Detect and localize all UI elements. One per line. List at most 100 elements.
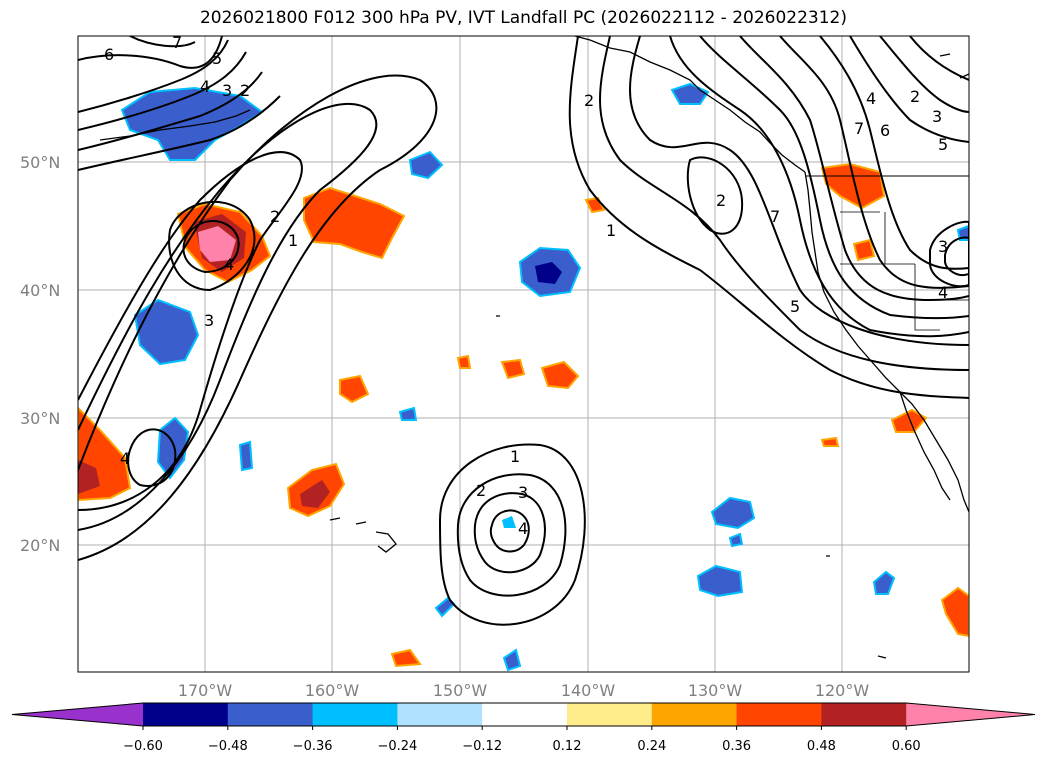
neg-patch-south-b	[696, 564, 744, 598]
colorbar-segment	[821, 703, 907, 726]
contour-label: 3	[204, 311, 214, 330]
contour-label: 5	[938, 135, 948, 154]
colorbar-segment	[312, 703, 398, 726]
colorbar-tick-label: −0.24	[377, 739, 417, 754]
neg-patch-south-f	[728, 532, 744, 548]
baja-peninsula	[899, 391, 951, 501]
contour-label: 6	[104, 45, 114, 64]
coastlines	[99, 36, 969, 659]
contour-nw-6	[129, 36, 196, 48]
contour-label: 2	[716, 191, 726, 210]
contour-label: 2	[584, 91, 594, 110]
contour-label: 1	[288, 231, 298, 250]
colorbar-tick-label: −0.60	[123, 739, 163, 754]
colorbar-tick-label: 0.36	[722, 739, 751, 754]
pos-max-west-high	[198, 226, 236, 262]
contour-east-4	[686, 156, 744, 235]
lon-label: 120°W	[815, 681, 870, 700]
pos-patch-nv	[852, 238, 876, 262]
contour-center-2	[456, 473, 567, 597]
contour-nw-3	[78, 51, 247, 131]
colorbar-segment	[651, 703, 738, 726]
colorbar: −0.60 −0.48 −0.36 −0.24 −0.12 0.12 0.24 0.36 0.4…	[11, 702, 1036, 754]
contour-label: 2	[476, 481, 486, 500]
neg-patch-south-a	[710, 496, 756, 530]
map-frame-bg	[78, 36, 969, 672]
colorbar-tick-label: 0.24	[637, 739, 666, 754]
contour-labels: 6 7 5 4 3 2 2 1 4 3 4 2 1 2 7 4 2 3 6 7 …	[104, 33, 948, 538]
contour-west-3	[78, 151, 303, 511]
pos-patch-center-b	[339, 374, 370, 404]
contour-nw-5	[78, 36, 223, 69]
contour-west-6	[127, 428, 177, 487]
contour-east-10	[849, 36, 969, 143]
contour-nw-4	[78, 39, 229, 113]
neg-patch-south-e	[502, 648, 522, 672]
pos-core-west-low	[78, 460, 100, 494]
neg-core-east-a	[535, 262, 562, 284]
contour-west-2	[78, 102, 378, 531]
contour-label: 4	[518, 519, 528, 538]
ivt-contours	[78, 36, 969, 626]
contour-label: 2	[270, 207, 280, 226]
pos-patch-baja	[890, 408, 928, 433]
colorbar-segment	[567, 703, 653, 726]
colorbar-tick-label: −0.12	[462, 739, 502, 754]
lon-label: 150°W	[433, 681, 488, 700]
map-title: 2026021800 F012 300 hPa PV, IVT Landfall…	[199, 8, 847, 28]
us-west-coast	[804, 171, 969, 513]
lon-label: 130°W	[688, 681, 743, 700]
pos-patch-center-e	[456, 354, 472, 369]
contour-east-3	[629, 36, 969, 346]
colorbar-tick-label: 0.12	[553, 739, 582, 754]
colorbar-segment	[482, 703, 568, 726]
lon-label: 160°W	[305, 681, 360, 700]
contour-label: 3	[518, 483, 528, 502]
longitude-labels: 170°W 160°W 150°W 140°W 130°W 120°W	[178, 681, 870, 700]
lon-label: 140°W	[561, 681, 616, 700]
pos-core-center-a	[300, 480, 330, 508]
contour-nw-2	[78, 71, 263, 151]
contour-label: 2	[910, 87, 920, 106]
contour-label: 4	[120, 449, 130, 468]
pos-patch-south-a	[390, 648, 422, 668]
contour-label: 1	[510, 447, 520, 466]
contour-east-1	[568, 36, 969, 399]
pos-patch-small-a	[820, 436, 840, 447]
contour-center-1	[438, 443, 586, 626]
contour-center-3	[473, 492, 546, 574]
contour-east-8	[779, 36, 969, 289]
colorbar-extend-low	[12, 703, 143, 726]
contour-label: 1	[606, 221, 616, 240]
lat-label: 50°N	[20, 153, 60, 172]
contour-east-6	[699, 36, 969, 320]
pos-patch-mex	[940, 586, 969, 638]
contour-west-4	[168, 201, 256, 292]
state-borders	[840, 211, 969, 331]
contour-label: 3	[222, 81, 232, 100]
contour-center-4	[489, 509, 530, 553]
neg-patch-south-c	[872, 570, 896, 595]
contour-label: 7	[172, 33, 182, 52]
contour-east-12	[909, 36, 969, 81]
contour-label: 3	[938, 237, 948, 256]
contour-west-1	[78, 74, 438, 561]
lat-label: 40°N	[20, 281, 60, 300]
contour-label: 3	[932, 107, 942, 126]
contour-east-5	[669, 36, 969, 338]
contour-west-5	[182, 220, 240, 274]
colorbar-extend-high	[906, 703, 1035, 726]
lon-label: 170°W	[178, 681, 233, 700]
neg-patch-west-c	[238, 440, 254, 472]
contour-label: 6	[880, 121, 890, 140]
lat-label: 20°N	[20, 536, 60, 555]
contour-east-9	[819, 36, 969, 270]
contour-east-11	[879, 36, 969, 113]
colorbar-tick-label: −0.36	[293, 739, 333, 754]
neg-patch-central-a	[408, 150, 444, 180]
contour-label: 4	[200, 77, 210, 96]
contour-east-low-1	[929, 220, 969, 288]
neg-patch-mid-a	[398, 406, 418, 421]
contour-east-2	[599, 36, 969, 371]
